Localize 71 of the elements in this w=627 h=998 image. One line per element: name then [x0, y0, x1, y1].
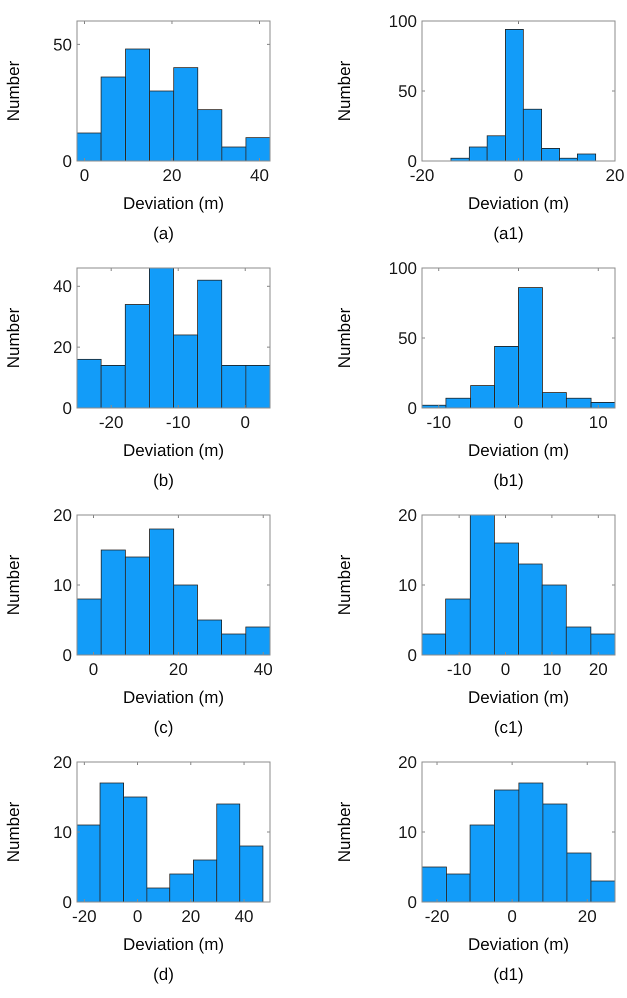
x-tick-label: 0	[240, 413, 250, 432]
y-tick-label: 50	[398, 328, 417, 348]
x-tick-label: 0	[88, 660, 98, 679]
text: (a)	[153, 224, 174, 243]
x-tick-label: -20	[424, 907, 450, 926]
text: (b)	[153, 471, 174, 490]
y-tick-label: 0	[408, 398, 417, 418]
x-tick-label: -10	[426, 413, 452, 432]
x-axis-title: Deviation (m)	[122, 935, 224, 954]
y-axis-title: Number	[4, 60, 23, 122]
y-tick-label: 10	[398, 576, 417, 595]
x-tick-label: 0	[514, 166, 524, 185]
y-tick-label: 10	[398, 822, 417, 842]
x-tick-label: -20	[98, 413, 124, 432]
y-axis-title: Number	[335, 554, 354, 616]
x-axis-title: Deviation (m)	[468, 441, 570, 460]
y-tick-label: 50	[398, 82, 417, 101]
y-axis-title: Number	[335, 801, 354, 862]
x-axis-title: Deviation (m)	[122, 194, 224, 213]
y-tick-label: 0	[62, 152, 72, 171]
x-tick-label: 0	[507, 907, 517, 926]
x-tick-label: 10	[542, 660, 562, 679]
x-tick-label: 10	[588, 413, 608, 432]
text: (c1)	[494, 718, 524, 737]
y-tick-label: 10	[53, 576, 72, 595]
y-tick-label: 100	[388, 258, 417, 278]
y-tick-label: 0	[408, 892, 417, 912]
x-tick-label: 40	[234, 907, 254, 926]
y-tick-label: 0	[408, 646, 417, 665]
y-tick-label: 0	[62, 646, 72, 665]
y-tick-label: 20	[53, 338, 72, 358]
y-tick-label: 50	[53, 35, 72, 54]
x-tick-label: 0	[132, 907, 142, 926]
text: (c)	[154, 718, 174, 737]
y-axis-title: Number	[335, 307, 354, 368]
x-tick-label: 40	[250, 166, 269, 185]
x-tick-label: 0	[500, 660, 510, 679]
y-axis-title: Number	[4, 554, 23, 616]
x-axis-title: Deviation (m)	[468, 688, 570, 707]
y-tick-label: 10	[53, 822, 72, 842]
x-axis-title: Deviation (m)	[122, 688, 224, 707]
y-axis-title: Number	[4, 307, 23, 368]
y-tick-label: 0	[62, 892, 72, 912]
y-tick-label: 0	[62, 398, 72, 418]
x-tick-label: 20	[168, 660, 188, 679]
x-tick-label: 20	[588, 660, 608, 679]
x-tick-label: 20	[606, 166, 624, 185]
x-tick-label: 0	[514, 413, 524, 432]
y-tick-label: 20	[398, 506, 417, 525]
x-axis-title: Deviation (m)	[468, 194, 570, 213]
x-axis-title: Deviation (m)	[122, 441, 224, 460]
x-tick-label: 0	[80, 166, 90, 185]
y-tick-label: 20	[53, 506, 72, 525]
text: (d1)	[493, 965, 524, 984]
y-tick-label: 20	[398, 752, 417, 772]
x-tick-label: -10	[166, 413, 190, 432]
y-axis-title: Number	[4, 801, 23, 862]
text: (d)	[153, 965, 174, 984]
x-tick-label: -10	[446, 660, 472, 679]
x-tick-label: -20	[72, 907, 97, 926]
y-tick-label: 20	[53, 752, 72, 772]
x-tick-label: 20	[162, 166, 182, 185]
y-tick-label: 100	[388, 12, 417, 31]
x-tick-label: 20	[578, 907, 597, 926]
x-tick-label: 40	[254, 660, 273, 679]
y-axis-title: Number	[335, 60, 354, 122]
x-axis-title: Deviation (m)	[468, 935, 570, 954]
text: (a1)	[493, 224, 524, 243]
text: (b1)	[493, 471, 524, 490]
x-tick-label: 20	[181, 907, 200, 926]
y-tick-label: 40	[53, 277, 72, 296]
